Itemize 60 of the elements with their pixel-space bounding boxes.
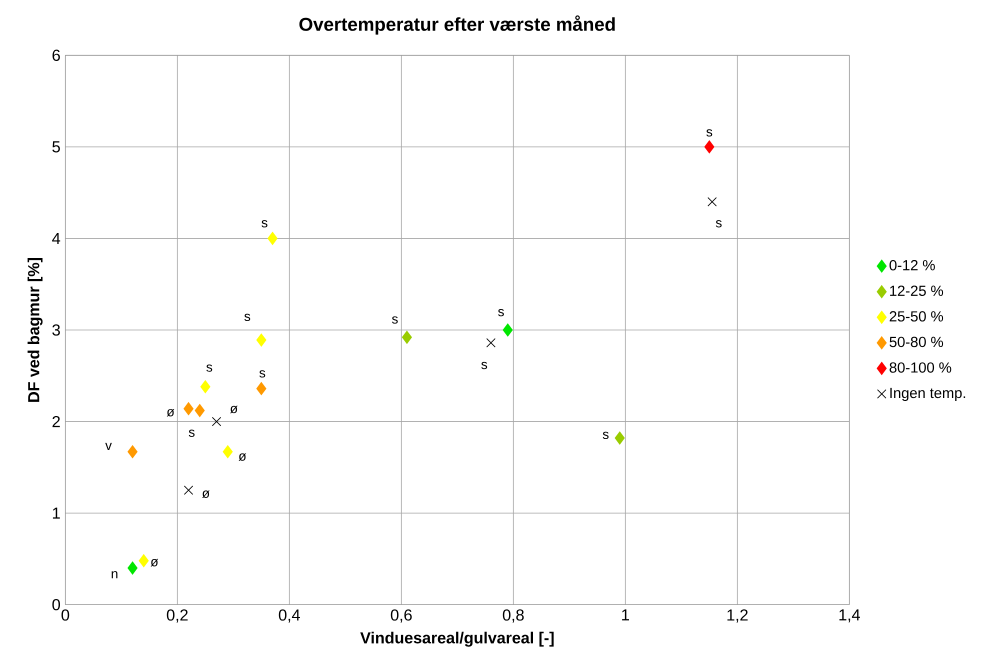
annotation: n (112, 571, 118, 578)
point (222, 445, 233, 458)
legend-label: 50-80 % (890, 336, 944, 348)
y-axis-title: DF ved bagmur [%] (28, 258, 43, 402)
point (402, 330, 412, 344)
annotation: ø (238, 453, 246, 461)
point (256, 334, 266, 347)
point (128, 445, 138, 458)
x-axis-title: Vinduesareal/gulvareal [-] (360, 632, 554, 647)
point (614, 431, 625, 445)
annotation: s (602, 432, 609, 439)
y-tick-label: 0 (52, 598, 60, 610)
annotation: s (481, 362, 488, 370)
point (212, 416, 222, 426)
point (502, 323, 513, 337)
x-tick-label: 1 (622, 609, 630, 620)
x-tick-label: 0,2 (166, 609, 188, 623)
x-tick-label: 0,4 (278, 609, 300, 623)
point (486, 338, 496, 348)
legend-label: Ingen temp. (890, 388, 966, 401)
x-tick-label: 0 (62, 609, 70, 621)
point (184, 486, 194, 495)
y-tick-label: 4 (52, 232, 60, 244)
x-tick-label: 1,4 (839, 609, 860, 622)
annotation: s (706, 129, 712, 137)
point (256, 382, 266, 396)
annotation: s (188, 430, 195, 437)
x-tick-label: 0,6 (390, 609, 412, 623)
legend-label: 80-100 % (890, 362, 952, 373)
point (138, 554, 149, 568)
annotation: s (259, 370, 266, 378)
y-tick-label: 2 (52, 416, 60, 428)
legend-label: 12-25 % (890, 286, 944, 296)
annotation: s (392, 316, 398, 324)
point (200, 380, 210, 394)
point (194, 404, 205, 418)
x-tick-label: 0,8 (502, 609, 524, 623)
y-tick-label: 5 (52, 141, 60, 152)
annotation: ø (202, 490, 210, 498)
annotation: ø (150, 558, 158, 566)
annotation: s (716, 220, 722, 228)
annotation: v (105, 442, 112, 450)
annotation: s (244, 314, 250, 322)
y-tick-label: 1 (52, 508, 60, 519)
point (184, 402, 194, 416)
point (704, 140, 714, 154)
y-tick-label: 3 (52, 324, 60, 336)
x-tick-label: 1,2 (727, 609, 748, 623)
y-tick-label: 6 (52, 50, 60, 61)
annotation: ø (230, 406, 238, 414)
annotation: s (206, 364, 212, 372)
point (268, 232, 278, 245)
annotation: s (262, 220, 268, 228)
legend-label: 25-50 % (890, 311, 944, 322)
annotation: s (498, 309, 504, 316)
point (707, 197, 717, 206)
legend-label: 0-12 % (890, 260, 935, 270)
annotation: ø (166, 408, 174, 416)
chart-title: Overtemperatur efter værste måned (299, 15, 615, 35)
point (128, 561, 138, 575)
